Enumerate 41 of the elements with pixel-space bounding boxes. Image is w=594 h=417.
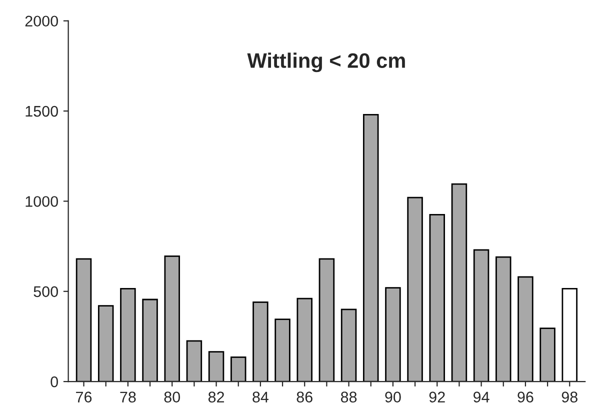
bar [120, 288, 136, 382]
bar [318, 258, 335, 382]
bar [562, 288, 578, 382]
x-tick-label: 78 [120, 392, 136, 402]
x-tick-label: 92 [429, 392, 445, 402]
y-tick-label: 1500 [26, 106, 58, 117]
bar [473, 249, 490, 382]
bar [496, 256, 512, 382]
bar [142, 298, 158, 382]
bar [230, 356, 246, 382]
bar [296, 298, 312, 382]
x-tick-label: 96 [518, 392, 534, 402]
x-tick-label: 94 [474, 392, 490, 402]
x-tick-label: 98 [562, 392, 578, 402]
bar [340, 308, 357, 382]
bar [274, 318, 290, 382]
x-tick-label: 84 [252, 392, 268, 402]
bar [407, 196, 423, 382]
bar [252, 302, 268, 382]
x-tick-label: 90 [385, 392, 401, 402]
x-tick-label: 80 [164, 392, 180, 402]
bar [164, 256, 180, 382]
y-tick-label: 1000 [26, 196, 58, 207]
bar [518, 276, 534, 382]
x-tick-label: 82 [208, 392, 224, 402]
x-tick-label: 88 [340, 392, 357, 402]
bar [76, 258, 92, 382]
bar [362, 114, 379, 382]
bar [98, 305, 114, 382]
bar [540, 328, 556, 382]
y-tick-label: 2000 [25, 16, 58, 27]
bar [429, 214, 445, 382]
x-tick-label: 76 [76, 392, 92, 402]
y-tick-label: 500 [34, 286, 58, 298]
bar [451, 183, 468, 382]
y-tick-label: 0 [50, 376, 58, 388]
text: Wittling < 20 cm [247, 52, 405, 72]
x-tick-label: 86 [296, 392, 312, 402]
bar [208, 351, 224, 382]
bar [385, 287, 401, 382]
bar [186, 340, 202, 382]
